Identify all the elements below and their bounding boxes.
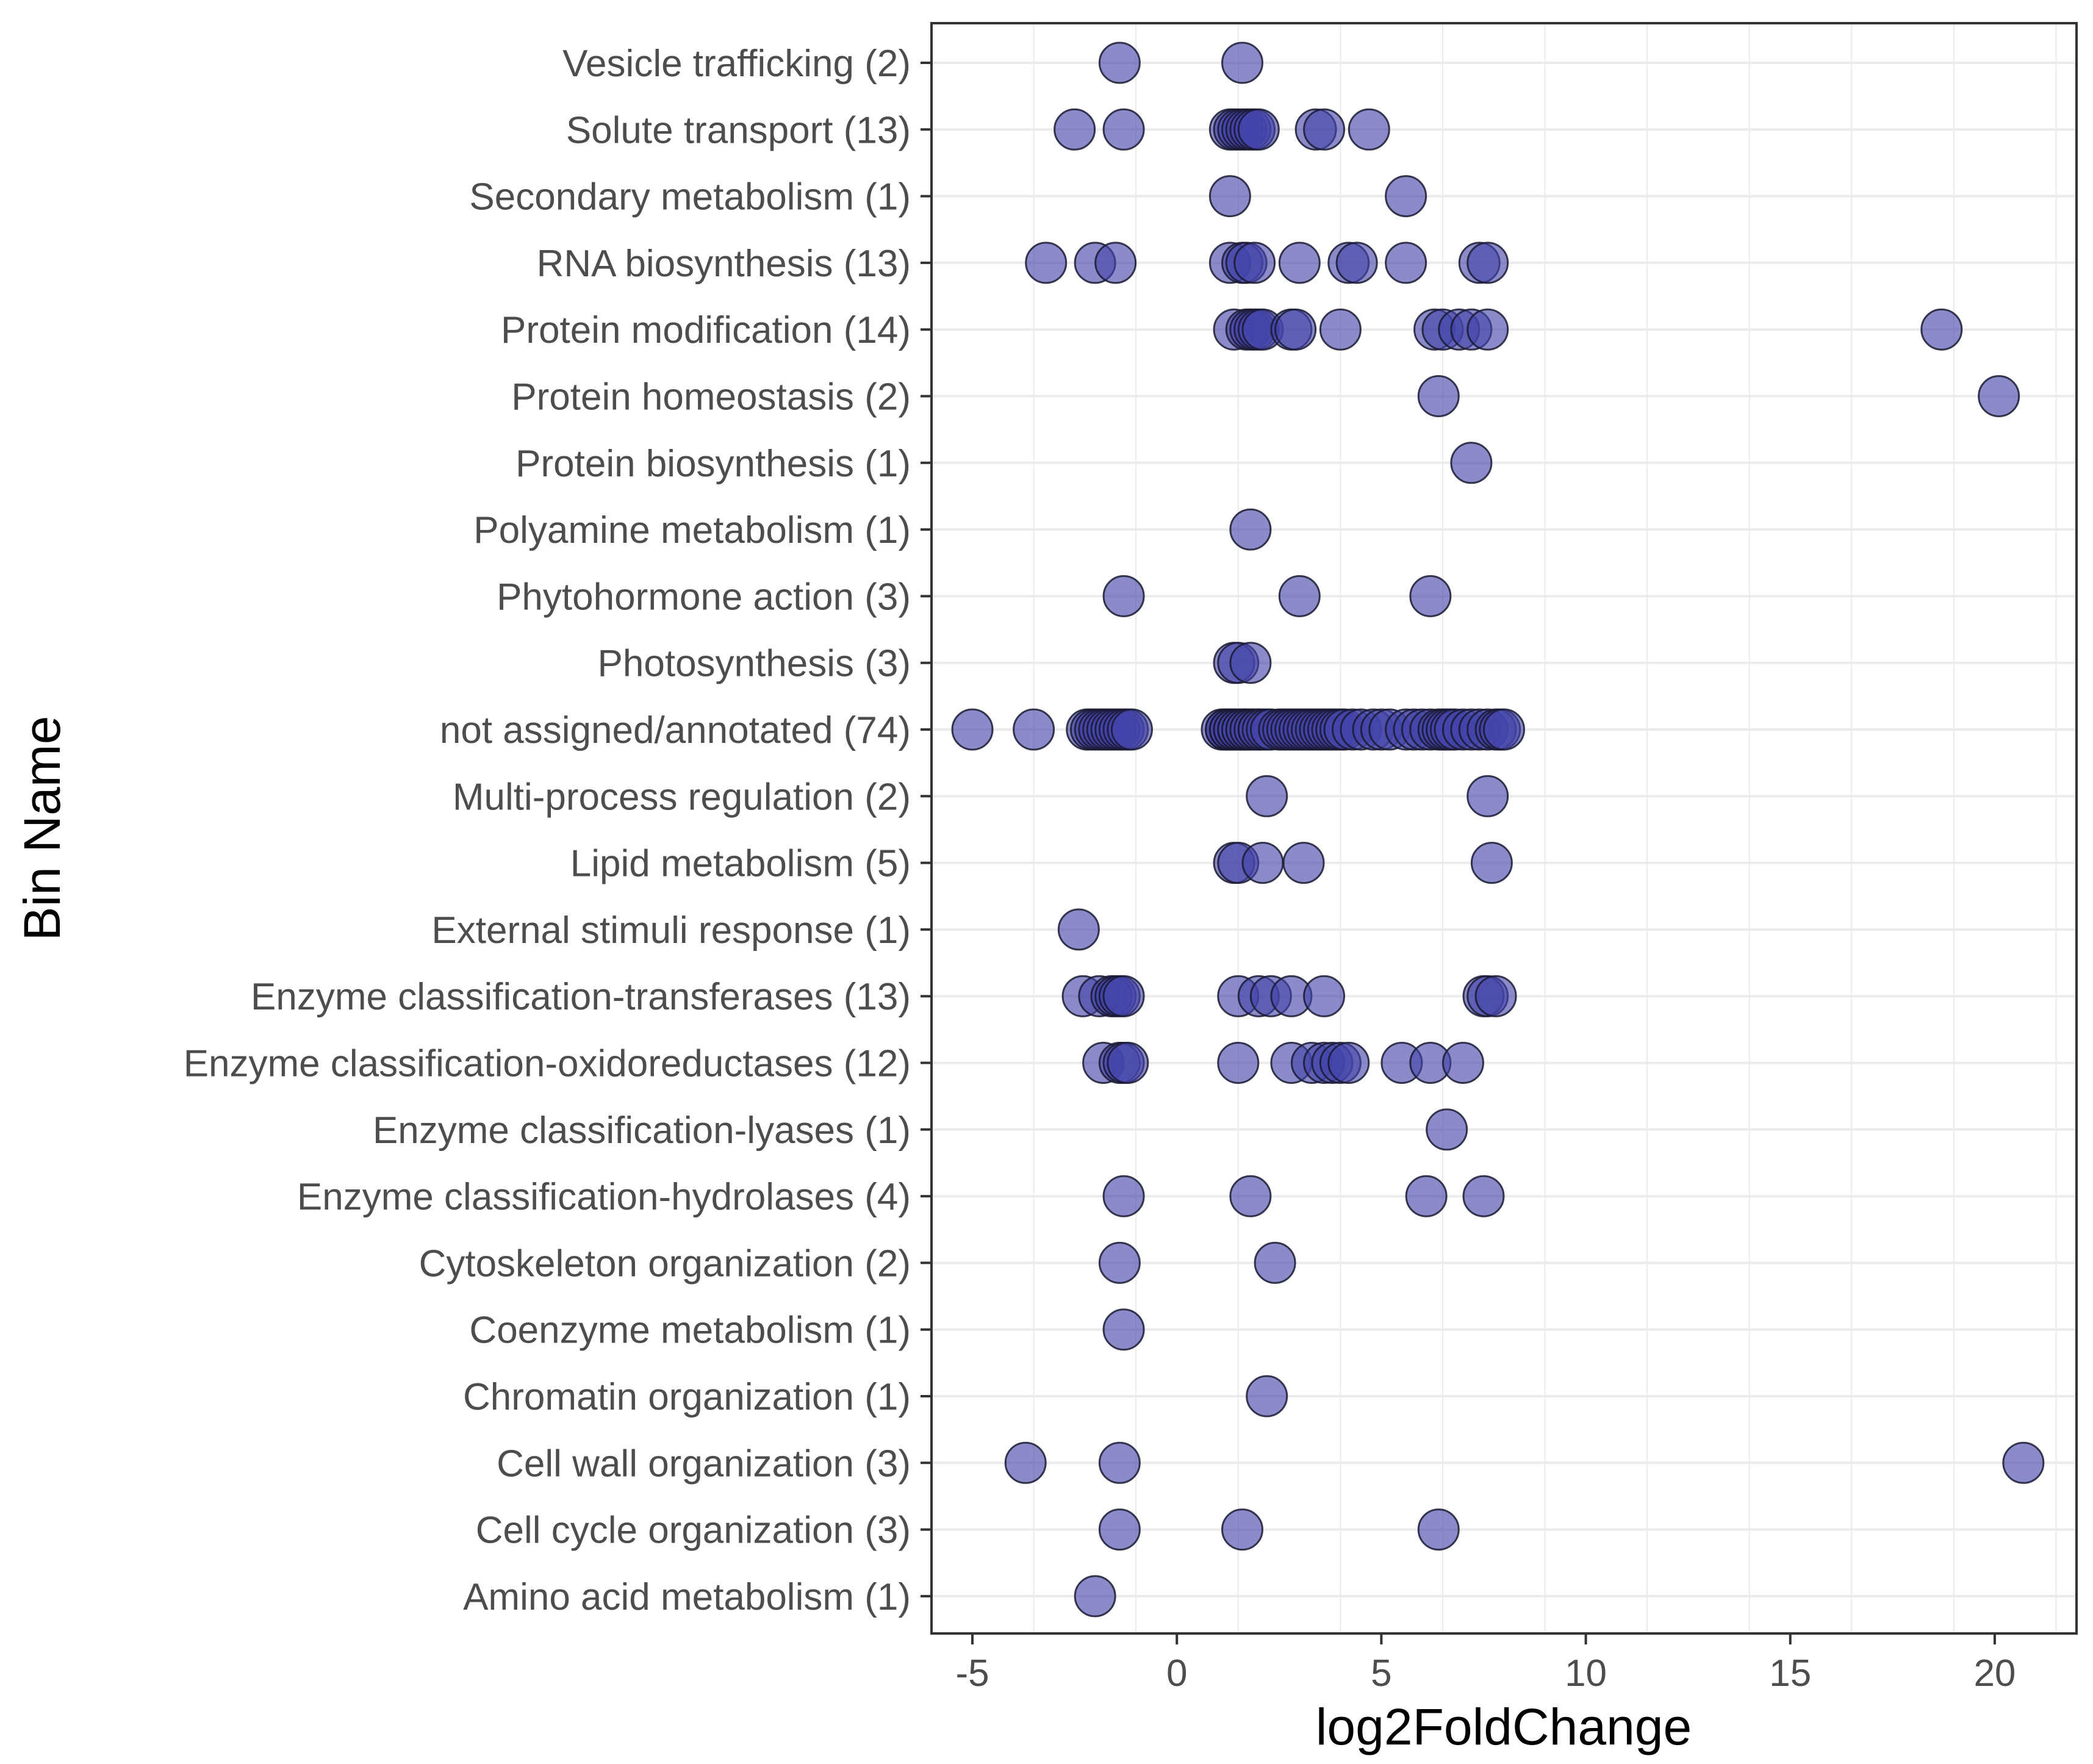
plot-panel (932, 23, 2077, 1633)
y-tick-label: Amino acid metabolism (1) (463, 1576, 911, 1618)
data-point (1098, 1441, 1141, 1484)
data-point (1107, 1042, 1149, 1084)
x-tick-label: 10 (1565, 1652, 1607, 1694)
data-point (1102, 1308, 1145, 1351)
data-point (1217, 1042, 1260, 1084)
data-point (1221, 1508, 1263, 1551)
data-point (1467, 775, 1509, 817)
y-tick-label: Photosynthesis (3) (598, 643, 911, 685)
data-point (1098, 41, 1141, 84)
data-points (951, 41, 2045, 1618)
data-point (1303, 975, 1346, 1017)
data-point (1470, 842, 1513, 884)
y-axis-title: Bin Name (13, 716, 71, 941)
data-point (1246, 1375, 1288, 1418)
data-point (1013, 708, 1055, 751)
data-point (1920, 308, 1963, 351)
y-tick-label: Enzyme classification-hydrolases (4) (297, 1176, 911, 1218)
data-point (1237, 108, 1280, 151)
panel-border (930, 22, 2078, 1635)
data-point (1348, 108, 1390, 151)
data-point (2002, 1441, 2045, 1484)
data-point (1319, 308, 1362, 351)
data-point (1025, 242, 1068, 284)
data-point (1102, 575, 1145, 617)
y-axis: Vesicle trafficking (2) Solute transport … (184, 43, 932, 1618)
data-point (1229, 1175, 1272, 1217)
x-tick-label: 0 (1166, 1652, 1187, 1694)
data-point (1274, 308, 1317, 351)
y-tick-label: Cell wall organization (3) (497, 1443, 911, 1485)
data-point (1327, 1042, 1370, 1084)
data-point (1409, 575, 1452, 617)
data-point (1221, 41, 1263, 84)
y-tick-label: Enzyme classification-transferases (13) (251, 976, 911, 1018)
data-point (1282, 842, 1325, 884)
data-point (1450, 442, 1493, 484)
data-point (1385, 175, 1427, 218)
data-point (1278, 242, 1321, 284)
data-point (1094, 242, 1137, 284)
data-point (1074, 1575, 1116, 1618)
y-tick-label: RNA biosynthesis (13) (537, 243, 911, 285)
data-point (1102, 975, 1145, 1017)
y-tick-label: Enzyme classification-oxidoreductases (1… (184, 1043, 911, 1085)
data-point (1229, 508, 1272, 551)
data-point (1110, 708, 1153, 751)
data-point (1233, 242, 1276, 284)
data-point (1102, 108, 1145, 151)
y-tick-label: Multi-process regulation (2) (453, 776, 911, 818)
y-tick-label: External stimuli response (1) (431, 909, 911, 952)
x-tick-label: 15 (1769, 1652, 1811, 1694)
data-point (1405, 1175, 1448, 1217)
data-point (1246, 775, 1288, 817)
y-tick-label: Cell cycle organization (3) (476, 1510, 911, 1552)
data-point (1467, 308, 1509, 351)
y-tick-label: Protein homeostasis (2) (511, 376, 911, 418)
data-point (1978, 375, 2020, 417)
y-tick-label: Lipid metabolism (5) (570, 843, 911, 885)
y-tick-label: Protein biosynthesis (1) (515, 443, 911, 485)
data-point (1426, 1108, 1468, 1151)
data-point (1474, 975, 1517, 1017)
data-point (1102, 1175, 1145, 1217)
data-point (1098, 1508, 1141, 1551)
y-tick-label: Phytohormone action (3) (497, 576, 911, 618)
data-point (1004, 1441, 1047, 1484)
y-tick-label: Protein modification (14) (501, 309, 911, 351)
data-point (951, 708, 994, 751)
y-tick-label: Vesicle trafficking (2) (562, 43, 911, 85)
y-tick-label: Cytoskeleton organization (2) (419, 1242, 911, 1285)
data-point (1278, 575, 1321, 617)
data-point (1483, 708, 1525, 751)
y-tick-label: Coenzyme metabolism (1) (469, 1310, 911, 1352)
data-point (1462, 1175, 1505, 1217)
data-point (1054, 108, 1096, 151)
data-point (1441, 1042, 1484, 1084)
data-point (1417, 1508, 1460, 1551)
x-tick-label: -5 (955, 1652, 989, 1694)
x-axis-title: log2FoldChange (1316, 1698, 1692, 1755)
y-tick-label: Solute transport (13) (566, 109, 911, 151)
data-point (1467, 242, 1509, 284)
data-point (1057, 908, 1100, 951)
data-point (1335, 242, 1378, 284)
x-tick-label: 20 (1973, 1652, 2016, 1694)
y-tick-label: Chromatin organization (1) (463, 1376, 911, 1418)
x-tick-label: 5 (1371, 1652, 1391, 1694)
y-tick-label: Enzyme classification-lyases (1) (373, 1110, 911, 1152)
y-tick-label: Polyamine metabolism (1) (473, 509, 911, 551)
data-point (1229, 642, 1272, 684)
data-point (1098, 1241, 1141, 1284)
x-axis: -5 0 5 10 15 20 (955, 1633, 2016, 1694)
y-tick-label: Secondary metabolism (1) (469, 176, 911, 218)
data-point (1254, 1241, 1296, 1284)
y-tick-label: not assigned/annotated (74) (440, 709, 911, 751)
data-point (1208, 175, 1251, 218)
data-point (1303, 108, 1346, 151)
data-point (1241, 842, 1284, 884)
data-point (1417, 375, 1460, 417)
data-point (1385, 242, 1427, 284)
